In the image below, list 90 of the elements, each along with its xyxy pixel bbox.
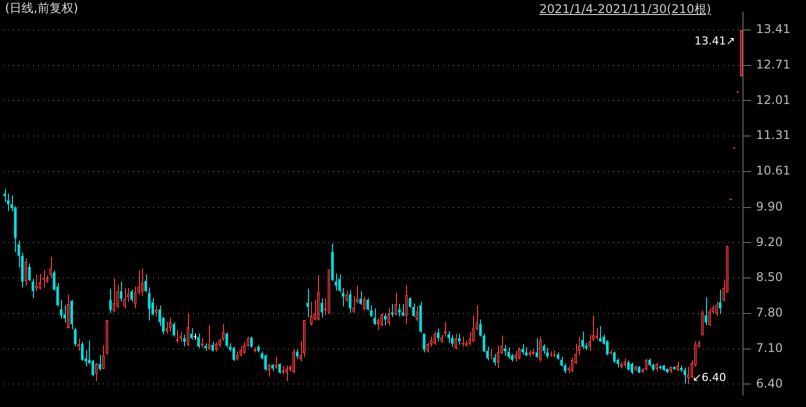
candlestick bbox=[556, 352, 560, 360]
candlestick bbox=[419, 301, 422, 334]
candlestick bbox=[458, 333, 461, 346]
candlestick bbox=[331, 243, 334, 282]
candlestick bbox=[28, 262, 31, 282]
candlestick bbox=[70, 299, 74, 330]
candlestick bbox=[581, 331, 584, 350]
candlestick bbox=[652, 362, 654, 372]
candlestick bbox=[384, 312, 387, 326]
candlestick bbox=[3, 188, 6, 203]
y-tick-label: 13.41 bbox=[756, 22, 790, 36]
candlestick bbox=[211, 341, 214, 351]
candlestick bbox=[74, 327, 77, 347]
candlestick bbox=[658, 364, 662, 370]
candlestick bbox=[402, 303, 404, 317]
candlestick bbox=[398, 303, 401, 317]
candlestick bbox=[627, 360, 630, 372]
candlestick bbox=[542, 344, 546, 354]
candlestick bbox=[257, 344, 260, 353]
y-tick-label: 7.80 bbox=[756, 306, 783, 320]
y-tick-label: 11.31 bbox=[756, 128, 790, 142]
candlestick bbox=[536, 338, 538, 358]
candlestick bbox=[250, 336, 253, 348]
y-tick-label: 12.71 bbox=[756, 57, 790, 72]
chart-title: (日线,前复权) bbox=[5, 1, 78, 16]
candlestick bbox=[144, 274, 148, 293]
candlestick bbox=[183, 334, 186, 347]
y-tick-label: 12.01 bbox=[756, 92, 790, 107]
candlestick bbox=[190, 328, 193, 340]
candlestick bbox=[306, 288, 310, 318]
candlestick bbox=[232, 346, 236, 362]
candlestick bbox=[225, 332, 228, 348]
y-tick-label: 6.40 bbox=[756, 376, 783, 390]
annotation: ↙6.40 bbox=[692, 371, 726, 384]
candlestick bbox=[359, 290, 362, 306]
candlestick bbox=[560, 356, 563, 367]
candlestick bbox=[334, 273, 338, 292]
candlestick bbox=[422, 334, 426, 353]
y-tick-label: 10.61 bbox=[756, 164, 790, 178]
y-tick-label: 9.20 bbox=[756, 234, 783, 249]
candlestick bbox=[546, 348, 549, 359]
candlestick bbox=[348, 290, 352, 314]
candlestick bbox=[672, 367, 676, 371]
candlestick bbox=[373, 308, 376, 326]
candlestick bbox=[436, 328, 440, 342]
candlestick bbox=[130, 289, 133, 302]
candlestick bbox=[524, 346, 528, 357]
annotation: 2021/1/4-2021/11/30(210根) bbox=[539, 1, 711, 18]
candlestick bbox=[704, 296, 708, 326]
candlestick bbox=[197, 333, 200, 349]
candlestick bbox=[638, 365, 640, 373]
candlestick bbox=[98, 354, 102, 372]
candlestick bbox=[320, 298, 324, 318]
candlestick bbox=[662, 365, 666, 372]
candlestick bbox=[598, 326, 602, 343]
candlestick bbox=[507, 346, 510, 360]
candlestick bbox=[32, 278, 34, 299]
candlestick bbox=[630, 362, 634, 375]
candlestick bbox=[148, 287, 151, 322]
annotation: 13.41↗ bbox=[694, 34, 736, 48]
candlestick bbox=[271, 363, 274, 372]
candlestick bbox=[450, 334, 454, 348]
candlestick bbox=[718, 289, 722, 314]
candlestick bbox=[493, 353, 496, 366]
candlestick bbox=[172, 322, 176, 338]
candlestick bbox=[264, 354, 267, 372]
candlestick bbox=[504, 344, 506, 356]
candlestick bbox=[6, 193, 10, 212]
candlestick bbox=[648, 358, 651, 367]
candlestick bbox=[680, 364, 683, 373]
candlestick bbox=[342, 288, 344, 307]
candlestick bbox=[447, 330, 450, 344]
candlestick bbox=[370, 304, 373, 318]
candlestick bbox=[613, 350, 616, 364]
candlestick bbox=[204, 342, 207, 352]
candlestick bbox=[60, 299, 62, 319]
candlestick bbox=[80, 341, 84, 362]
y-tick-label: 7.10 bbox=[756, 340, 783, 355]
y-tick-label: 8.50 bbox=[756, 270, 783, 284]
candlestick bbox=[666, 369, 669, 374]
candlestick bbox=[521, 344, 524, 355]
candlestick bbox=[684, 367, 686, 384]
candlestick bbox=[338, 274, 341, 293]
y-tick-label: 9.90 bbox=[756, 199, 783, 214]
candlestick bbox=[391, 303, 394, 318]
candlestick bbox=[278, 364, 281, 374]
candlestick bbox=[296, 348, 299, 360]
candlestick bbox=[109, 288, 112, 314]
candlestick bbox=[366, 298, 370, 311]
candlestick bbox=[120, 281, 122, 302]
